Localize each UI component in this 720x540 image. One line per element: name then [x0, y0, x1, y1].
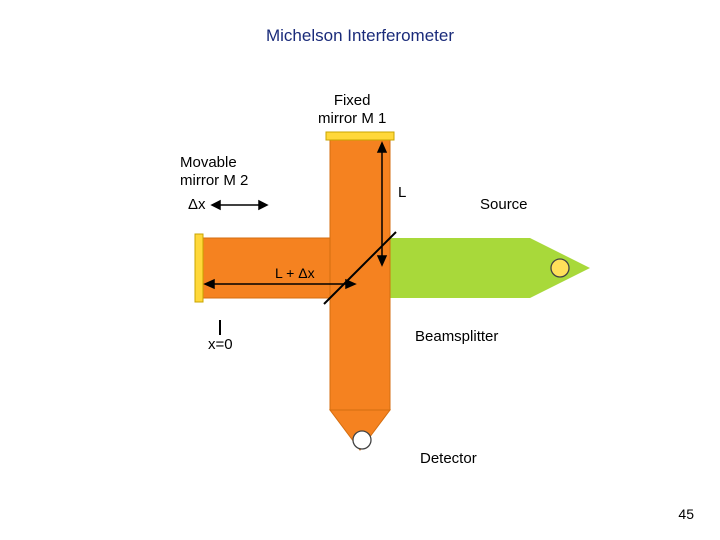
label-dx: Δx	[188, 196, 206, 213]
label-l: L	[398, 184, 406, 201]
dx-arrow	[212, 201, 267, 209]
label-source: Source	[480, 196, 528, 213]
beam-to-m2	[200, 238, 335, 298]
mirror-m1	[326, 132, 394, 140]
beam-vertical	[330, 137, 390, 450]
mirror-m2	[195, 234, 203, 302]
label-detector: Detector	[420, 450, 477, 467]
label-fixed-mirror: Fixedmirror M 1	[318, 92, 386, 128]
label-beamsplitter: Beamsplitter	[415, 328, 498, 345]
label-x0: x=0	[208, 336, 233, 353]
interferometer-diagram	[0, 0, 720, 540]
label-movable-mirror: Movable mirror M 2	[180, 154, 248, 190]
source-circle	[551, 259, 569, 277]
label-l-plus-dx: L + Δx	[275, 265, 315, 281]
page-number: 45	[678, 506, 694, 522]
detector-circle	[353, 431, 371, 449]
